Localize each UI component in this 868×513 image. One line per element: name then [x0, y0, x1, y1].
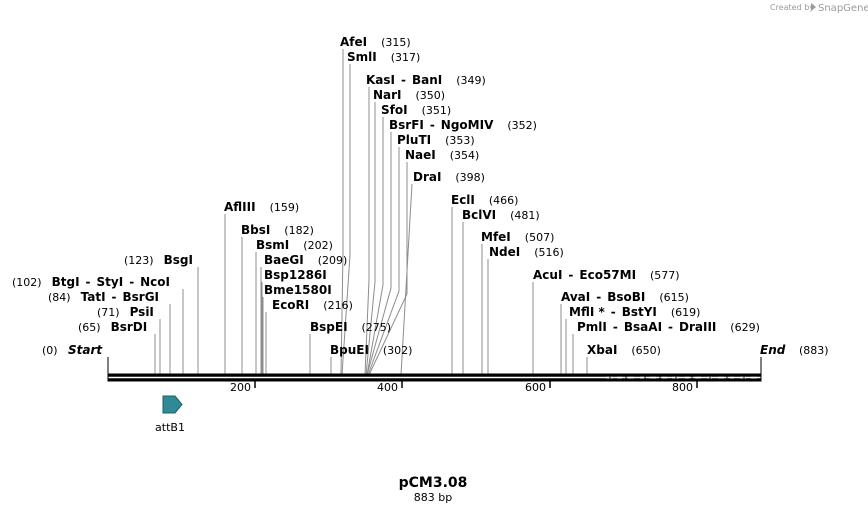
site-label-avai[interactable]: AvaI - BsoBI (615)	[561, 290, 689, 304]
end-position: (883)	[799, 344, 829, 357]
leader-sfoi	[366, 117, 384, 376]
leader-pluti	[367, 147, 400, 376]
feature-arrow-icon	[162, 395, 183, 414]
site-label-bclvi[interactable]: BclVI (481)	[462, 208, 540, 222]
site-label-afliii[interactable]: AflIII (159)	[224, 200, 299, 214]
leader-smli	[341, 64, 351, 376]
site-label-bpuei[interactable]: BpuEI (302)	[330, 343, 412, 357]
site-label-xbai[interactable]: XbaI (650)	[587, 343, 661, 357]
attb1-feature[interactable]: attB1	[155, 395, 185, 434]
ruler: 200 400 600 800	[230, 380, 698, 394]
tick-label-400: 400	[377, 381, 398, 394]
site-leader-lines	[107, 49, 762, 376]
site-label-baegi[interactable]: BaeGI (209)	[264, 253, 347, 267]
site-label-psii[interactable]: (71) PsiI	[97, 305, 154, 319]
site-label-bbsi[interactable]: BbsI (182)	[241, 223, 314, 237]
site-label-sfoi[interactable]: SfoI (351)	[381, 103, 451, 117]
created-by-label: Created by	[770, 3, 814, 12]
start-label: Start	[68, 343, 103, 357]
site-label-ecori[interactable]: EcoRI (216)	[272, 298, 353, 312]
snapgene-logo-icon	[811, 3, 816, 11]
leader-kasi	[364, 87, 370, 376]
leader-bsrfi	[366, 132, 392, 376]
site-label-drai[interactable]: DraI (398)	[413, 170, 485, 184]
restriction-site-labels: AfeI (315)SmlI (317) KasI - BanI (349)NarI (350…	[12, 35, 760, 357]
leader-drai	[400, 183, 413, 376]
site-label-ecli[interactable]: EclI (466)	[451, 193, 518, 207]
attb1-label: attB1	[155, 421, 185, 434]
plasmid-name: pCM3.08	[399, 475, 468, 491]
site-label-smli[interactable]: SmlI (317)	[347, 50, 420, 64]
site-label-mfli[interactable]: MflI * - BstYI (619)	[569, 305, 700, 319]
site-label-bspei[interactable]: BspEI (275)	[310, 320, 391, 334]
site-label-mfei[interactable]: MfeI (507)	[481, 230, 554, 244]
leader-nari	[365, 102, 376, 376]
site-label-kasi[interactable]: KasI - BanI (349)	[366, 73, 486, 87]
plasmid-length: 883 bp	[414, 491, 452, 504]
site-label-pluti[interactable]: PluTI (353)	[397, 133, 475, 147]
site-label-bsmi[interactable]: BsmI (202)	[256, 238, 333, 252]
site-label-naei[interactable]: NaeI (354)	[405, 148, 479, 162]
site-label-bsrdi[interactable]: (65) BsrDI	[78, 320, 147, 334]
end-label: End	[760, 343, 786, 357]
site-label-pmli[interactable]: PmlI - BsaAI - DraIII (629)	[577, 320, 760, 334]
tick-label-200: 200	[230, 381, 251, 394]
site-label-btgi[interactable]: (102) BtgI - StyI - NcoI	[12, 275, 170, 289]
tick-label-600: 600	[525, 381, 546, 394]
tick-label-800: 800	[672, 381, 693, 394]
site-label-ndei[interactable]: NdeI (516)	[489, 245, 564, 259]
leader-naei	[368, 162, 408, 376]
site-label-bsrfi[interactable]: BsrFI - NgoMIV (352)	[389, 118, 537, 132]
sequence-bar	[107, 373, 762, 382]
snapgene-brand: SnapGene	[818, 3, 868, 14]
site-label-acui[interactable]: AcuI - Eco57MI (577)	[533, 268, 680, 282]
site-label-afei[interactable]: AfeI (315)	[340, 35, 411, 49]
site-label-bsgi[interactable]: (123) BsgI	[124, 253, 193, 267]
site-label-bsp1286i[interactable]: Bsp1286I	[264, 268, 327, 282]
site-label-bme1580i[interactable]: Bme1580I	[264, 283, 332, 297]
start-position: (0)	[42, 344, 58, 357]
site-label-nari[interactable]: NarI (350)	[373, 88, 445, 102]
leader-afei	[340, 49, 344, 376]
site-label-tati[interactable]: (84) TatI - BsrGI	[48, 290, 159, 304]
